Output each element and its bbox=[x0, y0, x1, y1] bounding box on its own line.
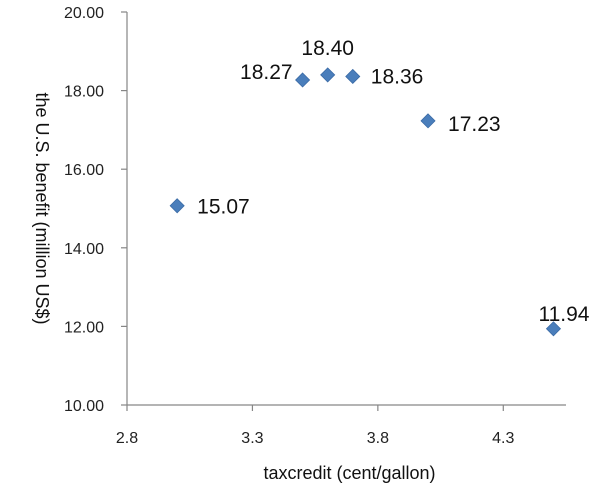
x-tick-label: 4.3 bbox=[492, 430, 514, 447]
x-axis-title: taxcredit (cent/gallon) bbox=[263, 463, 435, 483]
data-point-marker bbox=[420, 113, 436, 129]
x-tick-label: 2.8 bbox=[116, 430, 138, 447]
data-points bbox=[169, 67, 562, 337]
y-tick-label: 14.00 bbox=[64, 241, 104, 258]
axes bbox=[126, 12, 566, 406]
y-axis-ticks: 10.00 12.00 14.00 16.00 18.00 20.00 bbox=[64, 5, 127, 415]
data-point-label: 17.23 bbox=[448, 113, 501, 136]
data-point-marker bbox=[320, 67, 336, 83]
y-tick-label: 16.00 bbox=[64, 162, 104, 179]
data-labels: 15.07 18.27 18.40 18.36 17.23 11.94 bbox=[197, 37, 590, 326]
data-point-label: 18.27 bbox=[240, 61, 293, 84]
x-tick-label: 3.8 bbox=[367, 430, 389, 447]
data-point-label: 11.94 bbox=[538, 303, 589, 326]
x-tick-label: 3.3 bbox=[241, 430, 263, 447]
data-point-label: 18.40 bbox=[301, 37, 354, 60]
data-point-marker bbox=[545, 321, 562, 337]
x-axis-ticks: 2.8 3.3 3.8 4.3 bbox=[116, 405, 515, 447]
data-point-label: 15.07 bbox=[197, 196, 250, 219]
y-axis-title: the U.S. benefit (million US$) bbox=[32, 92, 52, 324]
y-tick-label: 20.00 bbox=[64, 5, 104, 22]
y-tick-label: 10.00 bbox=[64, 398, 104, 415]
y-tick-label: 18.00 bbox=[64, 84, 104, 101]
data-point-marker bbox=[345, 68, 361, 85]
data-point-label: 18.36 bbox=[371, 65, 424, 88]
data-point-marker bbox=[295, 72, 311, 88]
y-tick-label: 12.00 bbox=[64, 319, 104, 336]
data-point-marker bbox=[169, 198, 185, 214]
